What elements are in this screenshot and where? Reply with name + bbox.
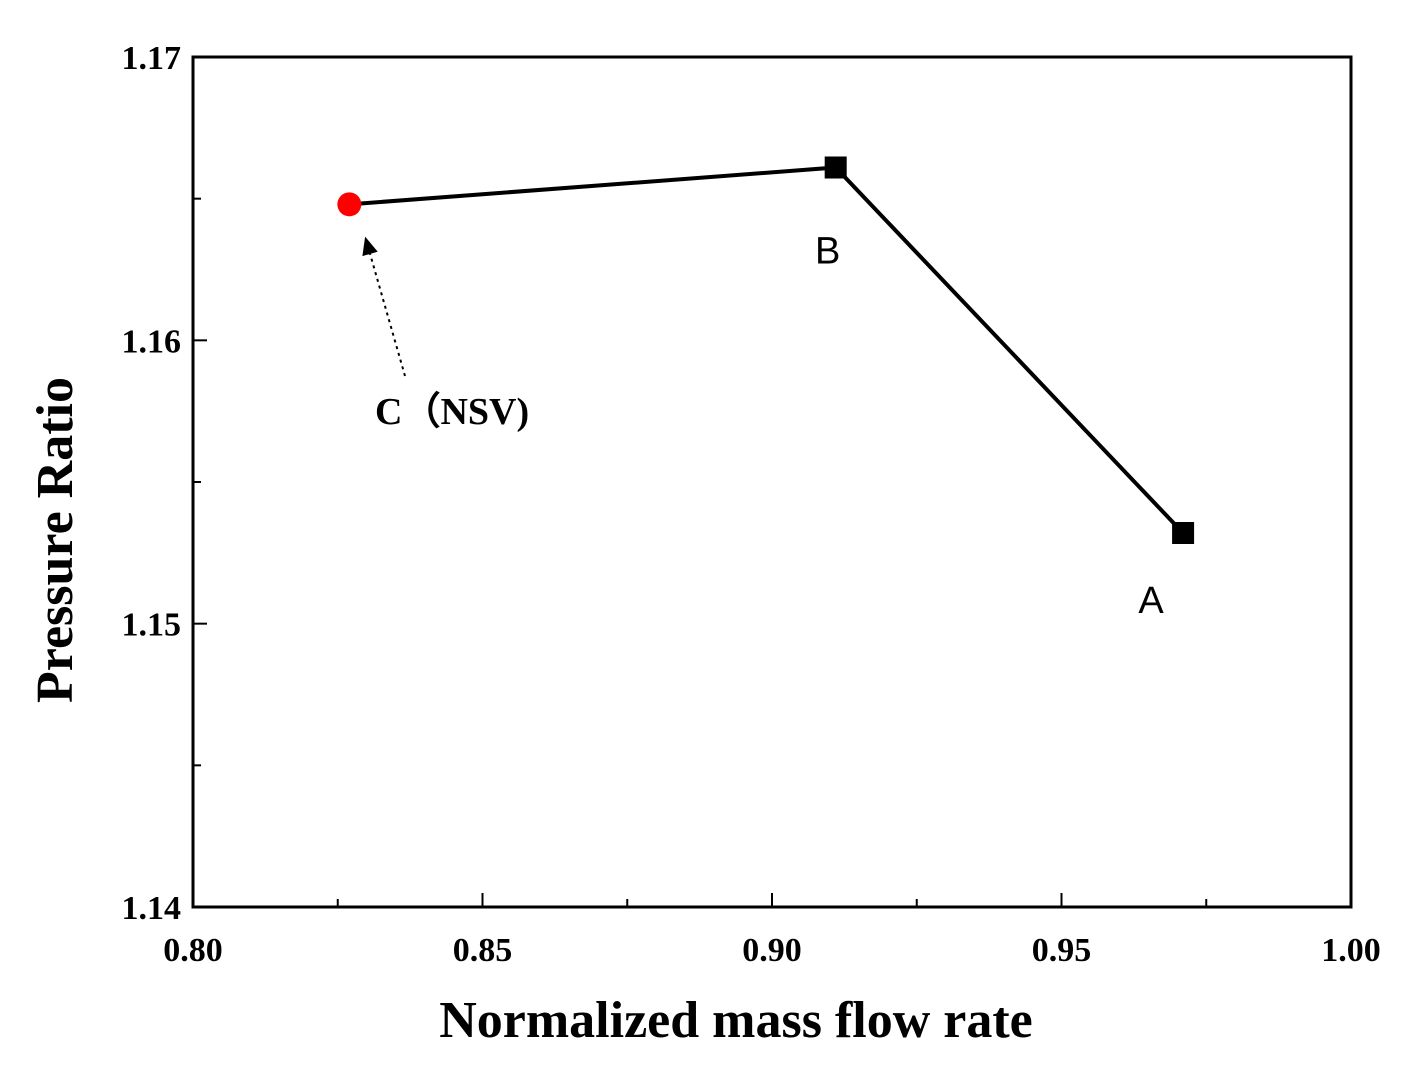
y-tick-label: 1.17 [122, 40, 182, 77]
x-axis-title: Normalized mass flow rate [439, 992, 1033, 1049]
x-tick-label: 0.95 [1032, 932, 1092, 969]
y-tick-label: 1.16 [122, 323, 182, 360]
annotation-arrow [362, 236, 406, 377]
y-axis-title: Pressure Ratio [27, 377, 84, 703]
x-tick-label: 0.90 [742, 932, 802, 969]
data-point-b [824, 156, 847, 179]
data-point-c [337, 192, 362, 217]
annotation-b: B [815, 231, 840, 273]
plot-area-frame [191, 55, 1353, 909]
data-point-a [1172, 522, 1195, 544]
y-tick-label: 1.14 [122, 890, 182, 927]
x-tick-label: 1.00 [1321, 932, 1381, 969]
annotation-c-nsv: C（NSV) [375, 391, 529, 433]
annotation-a: A [1138, 580, 1164, 622]
series-line [349, 165, 1185, 535]
x-tick-label: 0.85 [453, 932, 513, 969]
y-tick-label: 1.15 [122, 607, 182, 644]
x-tick-label: 0.80 [163, 932, 223, 969]
